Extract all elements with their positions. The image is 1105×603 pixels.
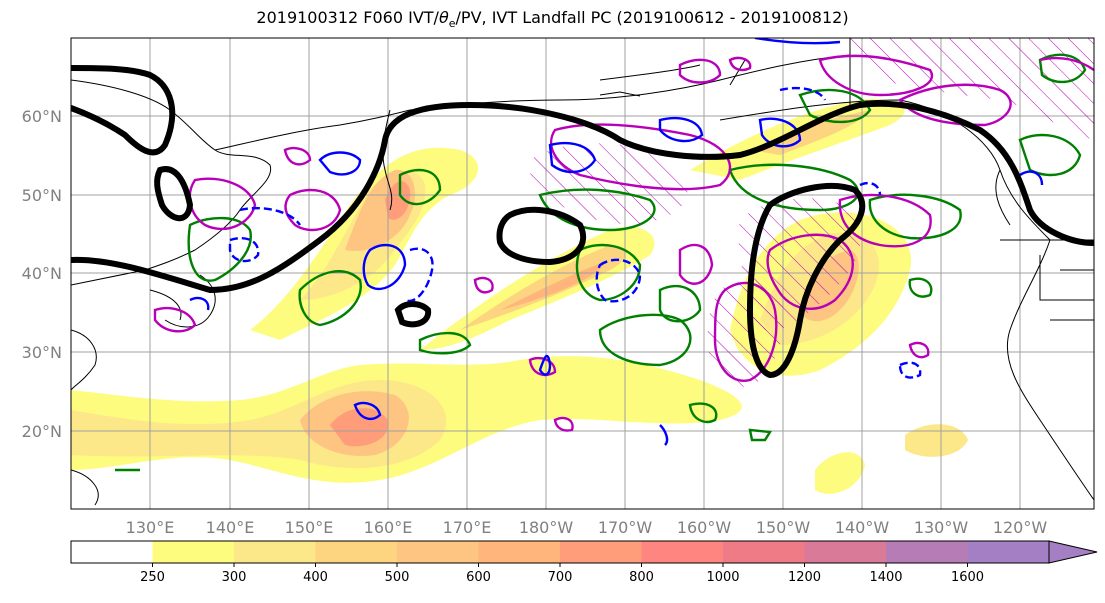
lon-label: 120°W bbox=[993, 518, 1048, 537]
colorbar-segment bbox=[315, 541, 398, 563]
colorbar-tick-label: 500 bbox=[385, 570, 410, 585]
colorbar-segment bbox=[804, 541, 887, 563]
colorbar-tick-label: 250 bbox=[140, 570, 165, 585]
colorbar-segment bbox=[397, 541, 479, 563]
pv-magenta-contours bbox=[153, 54, 1094, 432]
graticule bbox=[71, 38, 1094, 509]
colorbar-segment bbox=[234, 541, 316, 563]
ivt-thick-contour bbox=[71, 65, 1094, 379]
theta-e-contours bbox=[189, 38, 1044, 446]
colorbar-segment bbox=[967, 541, 1050, 563]
colorbar-extend-arrow bbox=[1048, 540, 1098, 564]
colorbar-tick-label: 1000 bbox=[706, 570, 739, 585]
lat-label: 20°N bbox=[22, 422, 62, 441]
colorbar-tick-label: 1200 bbox=[788, 570, 821, 585]
lon-label: 140°W bbox=[835, 518, 890, 537]
longitude-labels: 130°E 140°E 150°E 160°E 170°E 180°W 170°… bbox=[126, 518, 1048, 537]
colorbar-tick-label: 1600 bbox=[951, 570, 984, 585]
lon-label: 130°E bbox=[126, 518, 175, 537]
lon-label: 150°E bbox=[285, 518, 334, 537]
lon-label: 170°E bbox=[443, 518, 492, 537]
colorbar-segment bbox=[641, 541, 724, 563]
colorbar-tick-label: 600 bbox=[466, 570, 491, 585]
lat-label: 60°N bbox=[22, 107, 62, 126]
lon-label: 160°E bbox=[364, 518, 413, 537]
pv-green-contours bbox=[115, 53, 1087, 472]
colorbar-tick-label: 700 bbox=[548, 570, 573, 585]
lon-label: 150°W bbox=[756, 518, 811, 537]
lon-label: 180°W bbox=[519, 518, 574, 537]
colorbar-tick-label: 800 bbox=[629, 570, 654, 585]
lon-label: 140°E bbox=[206, 518, 255, 537]
colorbar: 250 300 400 500 600 700 800 1000 1200 1400 1600 bbox=[70, 540, 1098, 585]
colorbar-segment bbox=[478, 541, 561, 563]
lat-label: 50°N bbox=[22, 186, 62, 205]
lat-label: 30°N bbox=[22, 343, 62, 362]
colorbar-segment bbox=[71, 541, 153, 563]
colorbar-segment bbox=[723, 541, 805, 563]
latitude-labels: 60°N 50°N 40°N 30°N 20°N bbox=[22, 107, 62, 441]
lon-label: 130°W bbox=[914, 518, 969, 537]
lon-label: 170°W bbox=[598, 518, 653, 537]
colorbar-tick-label: 1400 bbox=[869, 570, 902, 585]
colorbar-tick-label: 400 bbox=[303, 570, 328, 585]
colorbar-segment bbox=[152, 541, 235, 563]
colorbar-segment bbox=[886, 541, 968, 563]
colorbar-tick-label: 300 bbox=[222, 570, 247, 585]
map-title: 2019100312 F060 IVT/θe/PV, IVT Landfall … bbox=[256, 8, 849, 31]
colorbar-segment bbox=[560, 541, 642, 563]
lon-label: 160°W bbox=[677, 518, 732, 537]
map-frame bbox=[70, 37, 1095, 510]
lat-label: 40°N bbox=[22, 264, 62, 283]
